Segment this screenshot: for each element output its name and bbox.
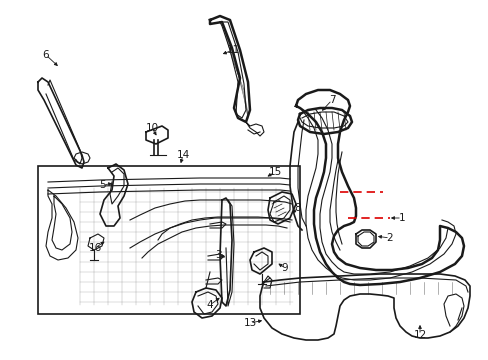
Bar: [38, 166, 299, 314]
Text: 4: 4: [206, 300, 213, 310]
Text: 16: 16: [88, 243, 102, 253]
Text: 12: 12: [412, 330, 426, 340]
Text: 1: 1: [398, 213, 405, 223]
Text: 7: 7: [328, 95, 335, 105]
Text: 13: 13: [243, 318, 256, 328]
Text: 11: 11: [226, 45, 239, 55]
Text: 14: 14: [176, 150, 189, 160]
Text: 2: 2: [386, 233, 392, 243]
Text: 3: 3: [214, 250, 221, 260]
Text: 10: 10: [145, 123, 158, 133]
Text: 8: 8: [294, 203, 301, 213]
Text: 9: 9: [281, 263, 288, 273]
Text: 5: 5: [100, 180, 106, 190]
Text: 6: 6: [42, 50, 49, 60]
Text: 15: 15: [268, 167, 281, 177]
